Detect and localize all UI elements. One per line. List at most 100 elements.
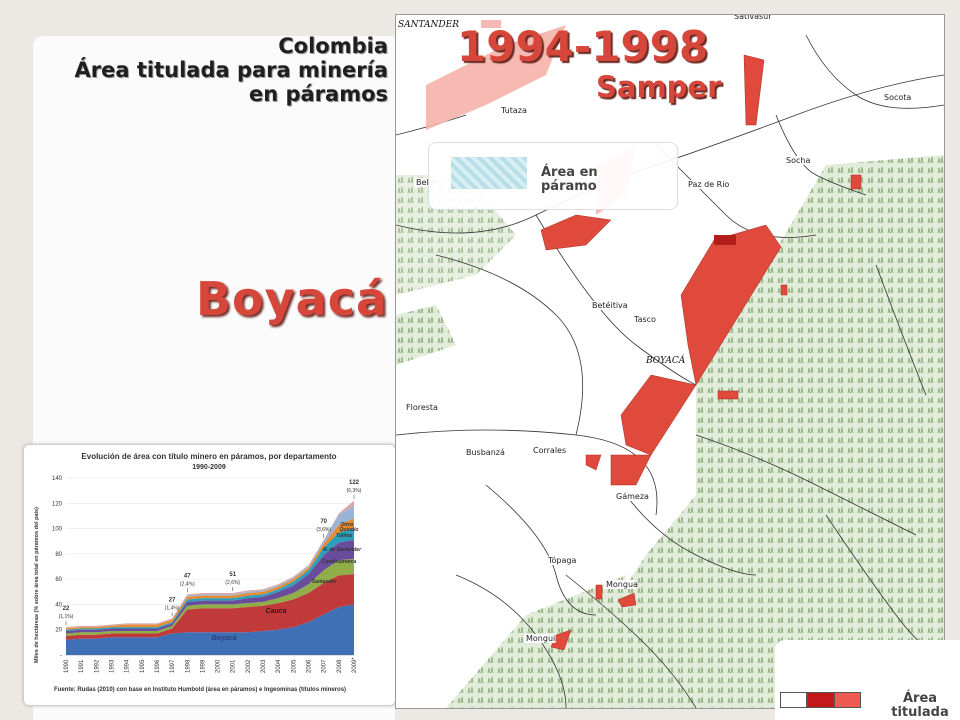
titled-area — [617, 592, 637, 608]
title-topic-2: en páramos — [248, 82, 388, 106]
series-label: Tolima — [336, 533, 352, 539]
department-label-santander: SANTANDER — [398, 20, 459, 30]
y-tick-label: 140 — [52, 476, 63, 482]
legend-paramo: Área en páramo — [428, 142, 678, 210]
map-canvas: Sativasur Socota Socha Paz de Rio Tutaza Bele… — [396, 15, 944, 708]
place-label: Socha — [786, 156, 810, 165]
swatch-dark — [807, 692, 834, 708]
annotation-pct: (1,4%) — [165, 605, 180, 611]
series-label: Santander — [312, 579, 338, 585]
y-tick-label: 80 — [55, 552, 62, 558]
x-tick-label: 2004 — [276, 659, 282, 673]
series-label: Cauca — [265, 608, 286, 615]
place-label: Busbanzá — [466, 448, 505, 457]
x-tick-label: 2008 — [337, 659, 343, 673]
place-label: Sativasur — [734, 15, 772, 21]
titled-area — [850, 174, 862, 190]
chart-areas: Boyacá Cauca Santander Cundinamarca N. de Sa… — [66, 500, 362, 655]
department-heading: Boyacá — [196, 272, 388, 326]
titled-area — [743, 54, 765, 126]
titled-area — [780, 284, 788, 296]
x-tick-label: 2009* — [352, 657, 358, 673]
title-topic: Área titulada para minería — [74, 58, 388, 82]
x-tick-label: 2003 — [261, 659, 267, 673]
annotation-pct: (2,4%) — [180, 581, 195, 587]
x-tick-label: 2007 — [322, 659, 328, 673]
chart-source: Fuente: Rudas (2010) con base en Institu… — [54, 687, 346, 693]
place-label: Tutaza — [500, 106, 527, 115]
x-tick-label: 1997 — [170, 659, 176, 673]
annotation-value: 51 — [229, 572, 236, 578]
place-label: Betéitiva — [592, 300, 628, 310]
area-chart: Evolución de área con título minero en p… — [34, 452, 362, 693]
series-label: Otros — [340, 522, 354, 528]
titled-area-faded — [426, 25, 566, 130]
chart-title: Evolución de área con título minero en p… — [81, 452, 336, 461]
x-tick-label: 1996 — [155, 659, 161, 673]
titled-swatches — [780, 692, 861, 708]
paramo-legend-label: Área en páramo — [541, 165, 598, 194]
place-label: Mongui — [526, 634, 555, 643]
paramo-zone — [566, 155, 944, 708]
titled-area-faded — [481, 20, 501, 28]
chart-ylabel: Miles de hectáreas (% sobre área total e… — [34, 507, 40, 663]
title-country: Colombia — [278, 34, 388, 58]
y-tick-label: 120 — [52, 501, 63, 507]
place-label: Floresta — [406, 403, 438, 412]
place-label: Belen — [416, 178, 439, 187]
paramo-swatch — [451, 157, 527, 189]
annotation-pct: (6,3%) — [347, 488, 362, 494]
x-tick-label: 2005 — [291, 659, 297, 673]
annotation-value: 27 — [169, 597, 176, 603]
place-label: Paz de Rio — [688, 180, 729, 189]
map: Sativasur Socota Socha Paz de Rio Tutaza Bele… — [395, 14, 945, 709]
y-tick-label: 60 — [55, 577, 62, 583]
chart-subtitle: 1990-2009 — [192, 464, 226, 471]
x-tick-label: 1991 — [79, 659, 85, 673]
area-series — [66, 528, 354, 631]
series-label: Quindío — [340, 527, 359, 533]
chart-annotations: 22 (1,1%) 27 (1,4%) 47 (2,4%) 51 (2,6%) 70 (3,6%)… — [59, 480, 362, 626]
x-tick-label: 1999 — [200, 659, 206, 673]
x-tick-label: 2006 — [307, 659, 313, 673]
area-series — [66, 574, 354, 640]
place-names: Sativasur Socota Socha Paz de Rio Tutaza Bele… — [404, 15, 914, 643]
titled-area — [717, 390, 739, 400]
annotation-value: 122 — [349, 480, 360, 486]
x-tick-label: 1995 — [140, 659, 146, 673]
series-label: Cundinamarca — [322, 559, 357, 565]
titled-area — [585, 454, 602, 471]
x-tick-label: 1992 — [94, 659, 100, 673]
swatch-none — [780, 692, 807, 708]
slide-title: Colombia Área titulada para minería en p… — [28, 34, 388, 106]
paramo-zone — [396, 305, 456, 365]
x-tick-label: 1990 — [64, 659, 70, 673]
titled-area-dark — [714, 235, 736, 245]
x-tick-label: 2001 — [231, 659, 237, 673]
annotation-pct: (3,6%) — [316, 527, 331, 533]
series-label: N. de Santander — [323, 547, 362, 553]
x-tick-label: 1994 — [125, 659, 131, 673]
titled-area — [620, 374, 697, 456]
place-label: Corrales — [533, 446, 566, 455]
place-label: Socota — [884, 93, 911, 102]
place-label: Tasco — [633, 315, 656, 324]
department-label-boyaca: BOYACÁ — [645, 354, 686, 366]
annotation-pct: (2,6%) — [225, 580, 240, 586]
annotation-pct: (1,1%) — [59, 614, 74, 620]
y-tick-label: 20 — [55, 628, 62, 634]
series-label: Boyacá — [212, 635, 237, 642]
x-tick-label: 2000 — [216, 659, 222, 673]
annotation-value: 70 — [320, 519, 327, 525]
place-label: Gámeza — [616, 492, 649, 501]
area-series — [66, 539, 354, 634]
titled-legend-label: Área titulada — [891, 691, 949, 720]
period-title: 1994-1998 — [457, 22, 709, 71]
y-tick-label: 100 — [52, 527, 63, 533]
place-label: Mongua — [606, 580, 638, 589]
annotation-value: 47 — [184, 573, 191, 579]
area-series — [66, 558, 354, 637]
titled-area — [595, 584, 603, 600]
titled-area — [540, 214, 612, 251]
place-label: Tópaga — [547, 555, 576, 565]
